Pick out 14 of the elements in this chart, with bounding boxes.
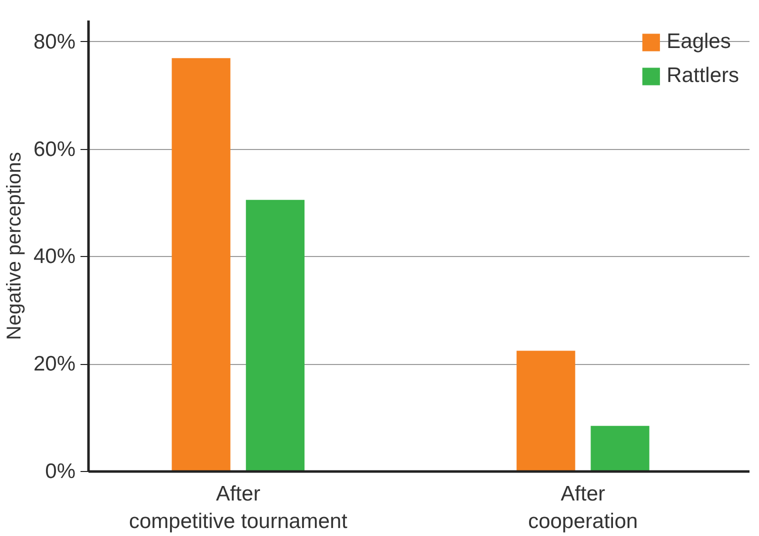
legend-label: Eagles	[666, 30, 731, 54]
legend-label: Rattlers	[666, 64, 739, 88]
x-tick-label: After competitive tournament	[129, 482, 348, 534]
bar	[590, 426, 650, 472]
bar	[246, 200, 305, 472]
y-axis-title: Negative perceptions	[3, 152, 26, 340]
y-tick-label: 20%	[33, 352, 76, 376]
x-tick-label: After cooperation	[528, 482, 638, 534]
bar	[516, 350, 576, 472]
y-tick-label: 40%	[33, 245, 76, 268]
y-tick-label: 0%	[45, 460, 76, 483]
y-tick-label: 80%	[33, 30, 76, 54]
bar	[172, 58, 230, 472]
y-tick-label: 60%	[33, 138, 76, 161]
